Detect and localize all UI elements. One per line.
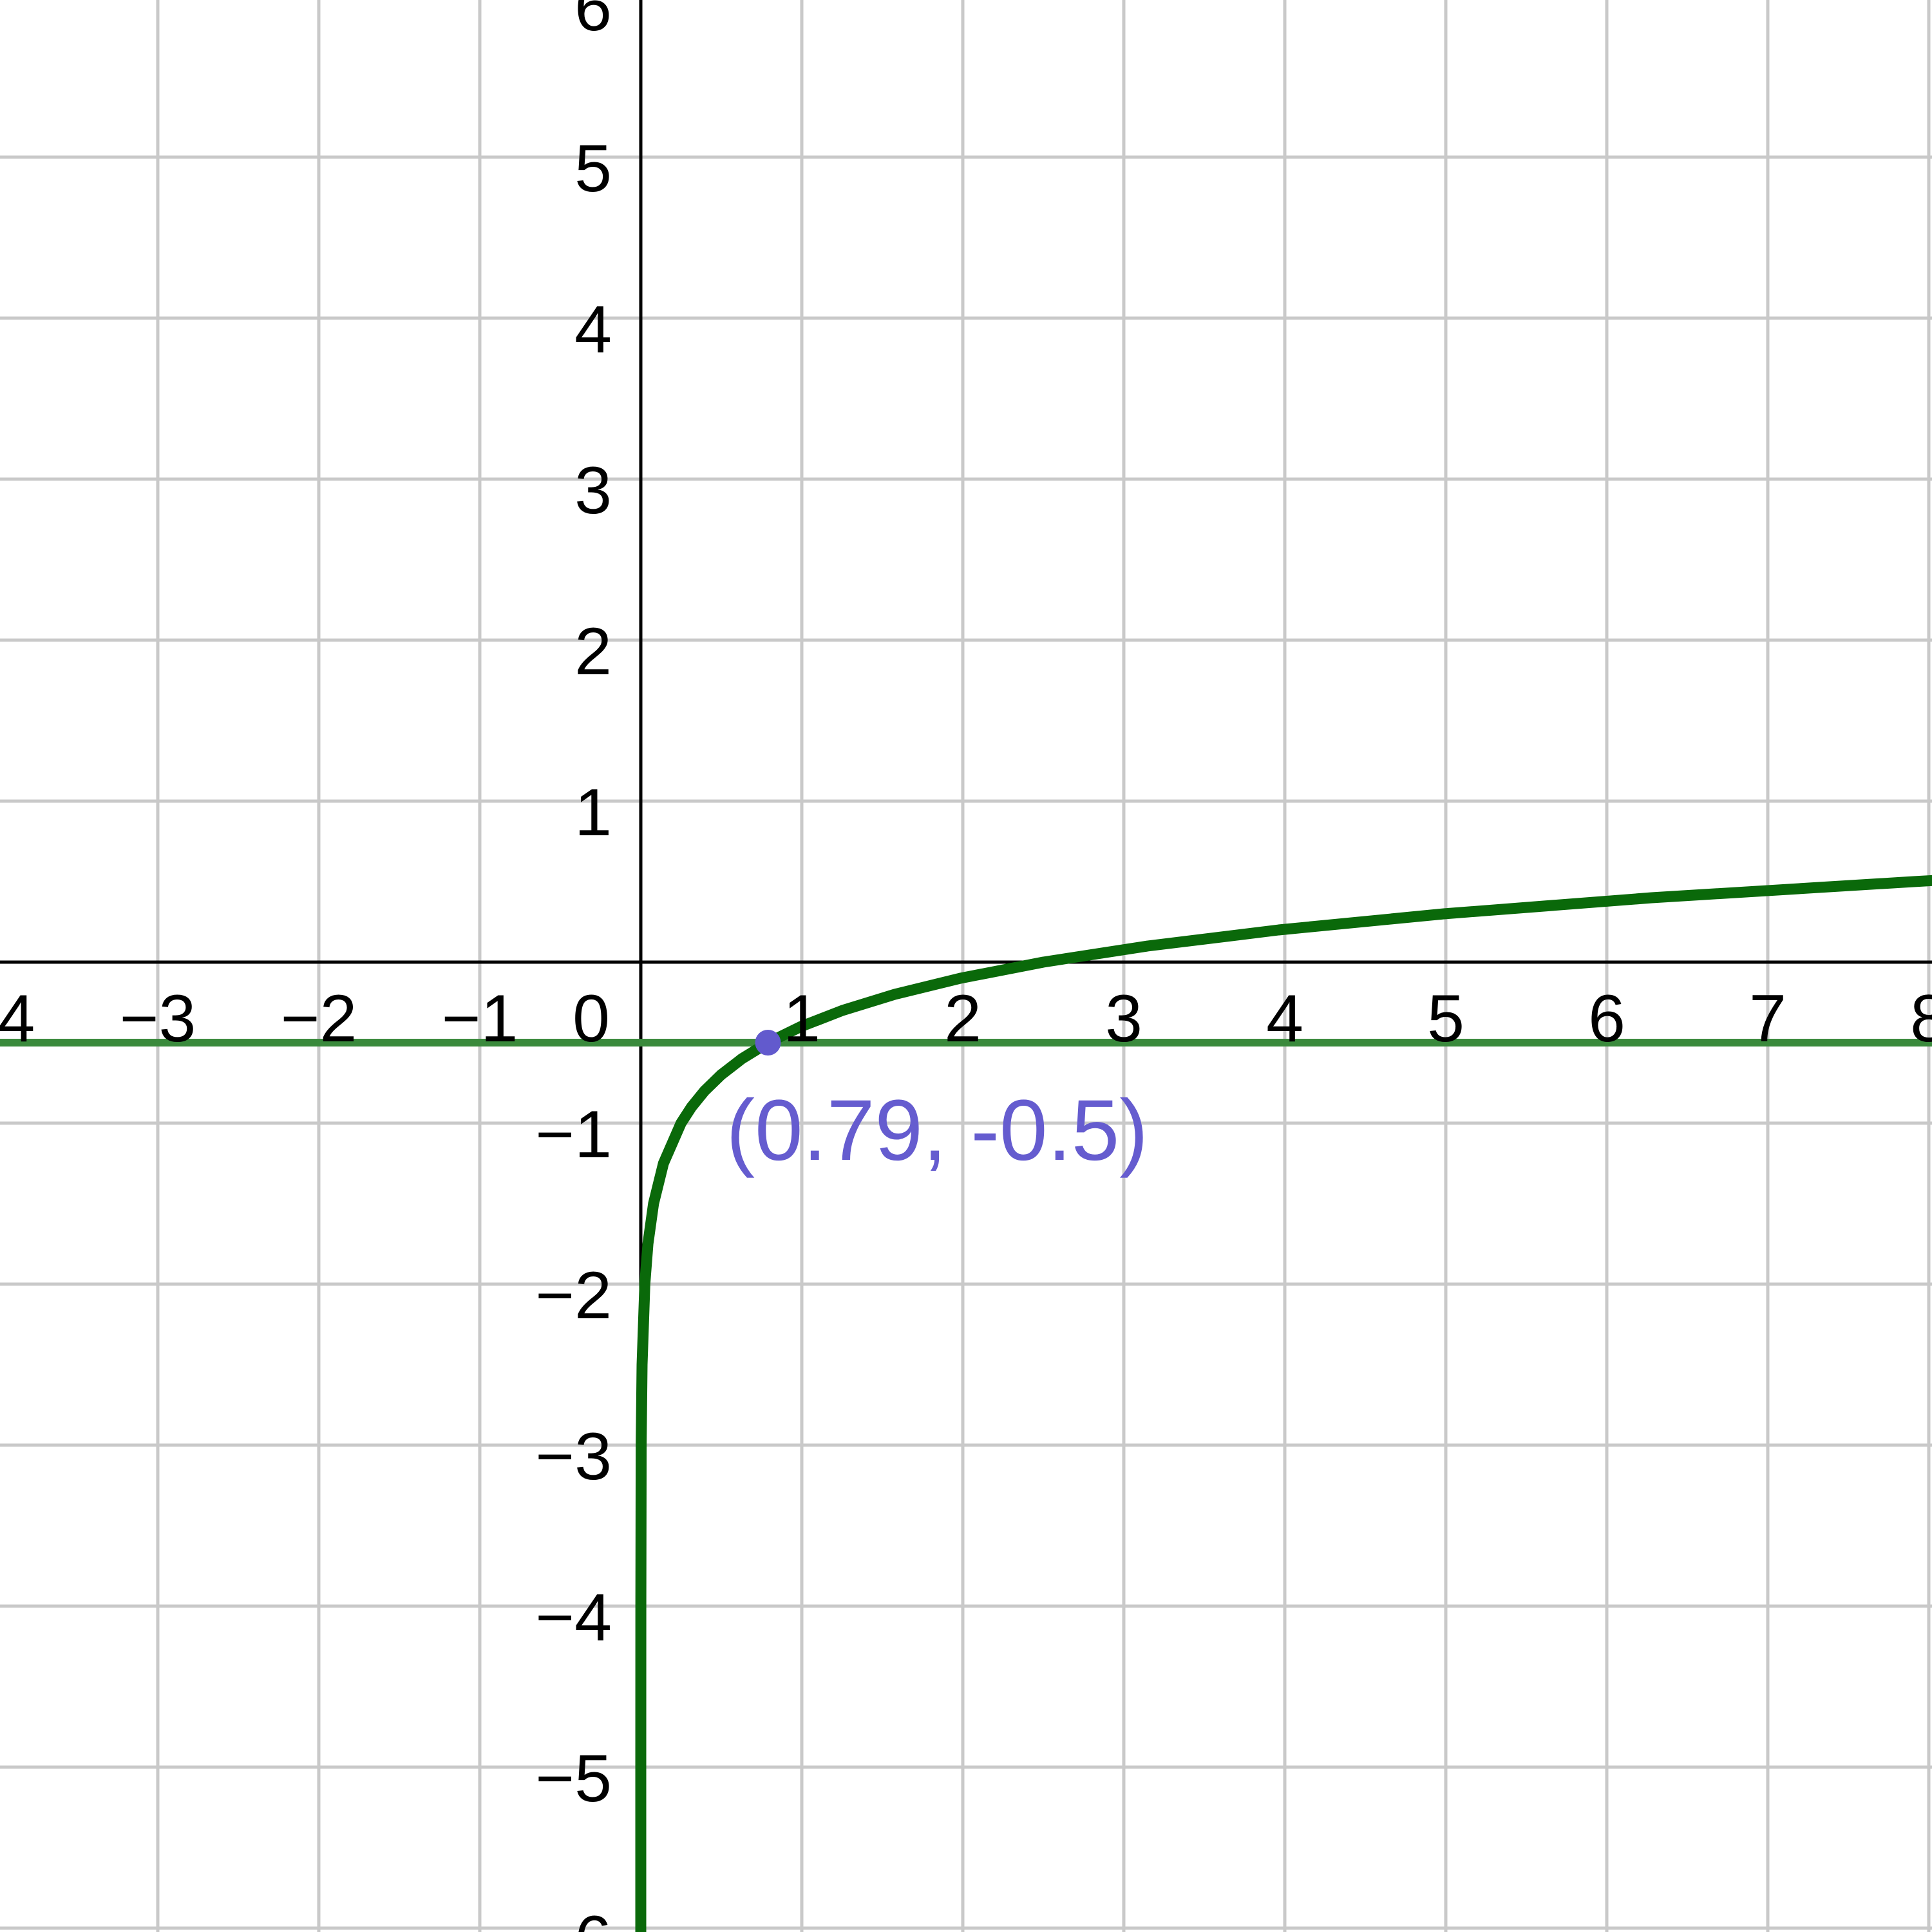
y-tick-label: 3 xyxy=(574,453,612,528)
x-tick-label: −3 xyxy=(120,981,196,1056)
y-tick-label: 1 xyxy=(574,775,612,850)
x-tick-label: 7 xyxy=(1749,981,1786,1056)
x-tick-label: 3 xyxy=(1105,981,1142,1056)
y-tick-label: −6 xyxy=(535,1902,612,1932)
x-tick-label: 1 xyxy=(783,981,820,1056)
y-tick-label: −3 xyxy=(535,1419,612,1494)
x-tick-label: 8 xyxy=(1910,981,1932,1056)
y-tick-label: 2 xyxy=(574,614,612,689)
x-tick-label: 2 xyxy=(944,981,981,1056)
y-tick-label: 5 xyxy=(574,131,612,206)
intersection-point[interactable] xyxy=(755,1030,781,1056)
y-tick-label: −2 xyxy=(535,1258,612,1333)
x-tick-label: −4 xyxy=(0,981,35,1056)
logarithmic-curve[interactable] xyxy=(635,875,1932,1932)
x-tick-label: 5 xyxy=(1427,981,1464,1056)
y-tick-label: −4 xyxy=(535,1580,612,1655)
y-tick-label: 6 xyxy=(574,0,612,45)
y-tick-label: −1 xyxy=(535,1097,612,1172)
y-tick-label: 4 xyxy=(574,292,612,367)
y-tick-label: −5 xyxy=(535,1741,612,1816)
point-annotations: (0.79, -0.5) xyxy=(726,1030,1148,1179)
x-tick-label: −1 xyxy=(442,981,518,1056)
intersection-point-label: (0.79, -0.5) xyxy=(726,1083,1148,1179)
x-tick-label: 4 xyxy=(1266,981,1303,1056)
x-tick-label: −2 xyxy=(281,981,357,1056)
curves xyxy=(0,875,1932,1932)
x-tick-label: 0 xyxy=(573,981,610,1056)
x-tick-label: 6 xyxy=(1588,981,1625,1056)
